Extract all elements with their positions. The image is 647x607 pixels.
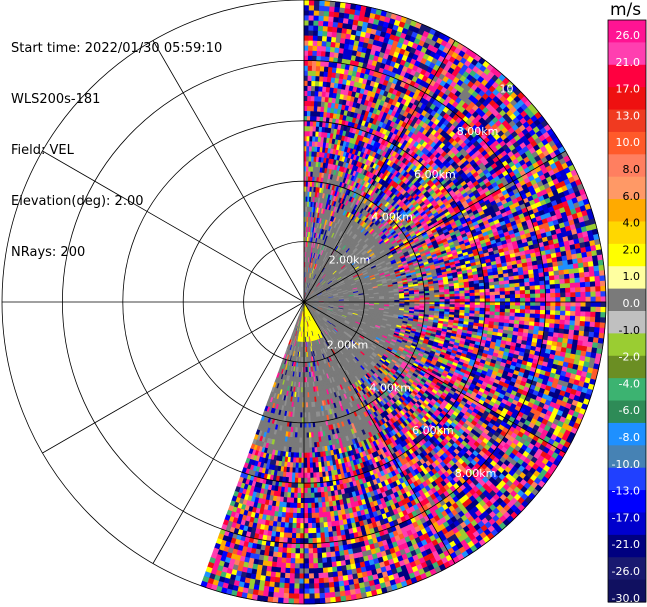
colorbar-tick-label: -17.0	[612, 511, 640, 524]
nrays-text: NRays: 200	[11, 244, 222, 261]
azimuth-spoke	[42, 150, 305, 303]
colorbar-segment	[608, 176, 646, 200]
colorbar-segment	[608, 534, 646, 558]
colorbar-segment	[608, 378, 646, 402]
colorbar-segment	[608, 243, 646, 267]
colorbar-tick-label: 0.0	[623, 297, 641, 310]
metadata-block: Start time: 2022/01/30 05:59:10 WLS200s-…	[11, 6, 222, 278]
colorbar-segment	[608, 512, 646, 536]
field-text: Field: VEL	[11, 142, 222, 159]
colorbar-tick-label: 2.0	[623, 243, 641, 256]
colorbar-tick-label: 10.0	[616, 136, 641, 149]
instrument-name: WLS200s-181	[11, 91, 222, 108]
colorbar-segment	[608, 445, 646, 469]
azimuth-spoke	[152, 301, 305, 564]
ring-label: 10	[500, 83, 514, 96]
colorbar-tick-label: 1.0	[623, 270, 641, 283]
colorbar-tick-label: -30.0	[612, 592, 640, 605]
colorbar-segment	[608, 266, 646, 290]
ring-label: 8.00km	[457, 125, 499, 138]
colorbar-segment	[608, 422, 646, 446]
colorbar-tick-label: -10.0	[612, 458, 640, 471]
colorbar: 26.0 21.0 17.0 13.0 10.0 8.0 6.0 4.0 2.0 1.0 0.0 -1…	[607, 19, 647, 605]
colorbar-tick-label: 26.0	[616, 29, 641, 42]
colorbar-segment	[608, 467, 646, 491]
azimuth-spoke	[152, 40, 305, 303]
colorbar-segment	[608, 579, 646, 603]
ring-label: 2.00km	[327, 339, 369, 352]
ring-label: 6.00km	[414, 168, 456, 181]
azimuth-spoke	[303, 40, 456, 303]
ring-label: 4.00km	[369, 381, 411, 394]
colorbar-frame	[607, 19, 647, 603]
azimuth-spoke	[303, 301, 566, 454]
colorbar-tick-label: -26.0	[612, 565, 640, 578]
azimuth-spoke	[303, 301, 456, 564]
colorbar-tick-label: 21.0	[616, 56, 641, 69]
ring-label: 6.00km	[412, 424, 454, 437]
colorbar-segment	[608, 20, 646, 43]
colorbar-tick-label: -13.0	[612, 485, 640, 498]
colorbar-tick-label: -1.0	[619, 324, 640, 337]
colorbar-tick-label: -21.0	[612, 538, 640, 551]
ring-label: 4.00km	[371, 211, 413, 224]
colorbar-tick-label: 13.0	[616, 109, 641, 122]
colorbar-tick-label: -8.0	[619, 431, 640, 444]
azimuth-spoke	[303, 150, 566, 303]
colorbar-segment	[608, 64, 646, 88]
colorbar-segment	[608, 109, 646, 133]
elevation-text: Elevation(deg): 2.00	[11, 193, 222, 210]
colorbar-segment	[608, 154, 646, 178]
colorbar-segment	[608, 288, 646, 312]
azimuth-spoke	[42, 301, 305, 454]
colorbar-tick-label: 4.0	[623, 217, 641, 230]
colorbar-segment	[608, 490, 646, 514]
colorbar-tick-label: -4.0	[619, 377, 640, 390]
colorbar-segment	[608, 400, 646, 424]
ring-label: 8.00km	[455, 467, 497, 480]
colorbar-tick-label: -6.0	[619, 404, 640, 417]
colorbar-segment	[608, 87, 646, 111]
colorbar-segment	[608, 199, 646, 223]
colorbar-tick-label: 6.0	[623, 190, 641, 203]
colorbar-segment	[608, 42, 646, 66]
colorbar-tick-label: 17.0	[616, 83, 641, 96]
ring-label: 2.00km	[329, 253, 371, 266]
colorbar-segment	[608, 311, 646, 334]
colorbar-tick-label: -2.0	[619, 351, 640, 364]
colorbar-segment	[608, 355, 646, 379]
start-time-text: Start time: 2022/01/30 05:59:10	[11, 40, 222, 57]
colorbar-segment	[608, 333, 646, 357]
velocity-field	[200, 0, 607, 605]
colorbar-segment	[608, 557, 646, 581]
colorbar-tick-label: 8.0	[623, 163, 641, 176]
colorbar-segment	[608, 131, 646, 155]
colorbar-unit-label: m/s	[610, 0, 641, 20]
colorbar-segment	[608, 221, 646, 245]
